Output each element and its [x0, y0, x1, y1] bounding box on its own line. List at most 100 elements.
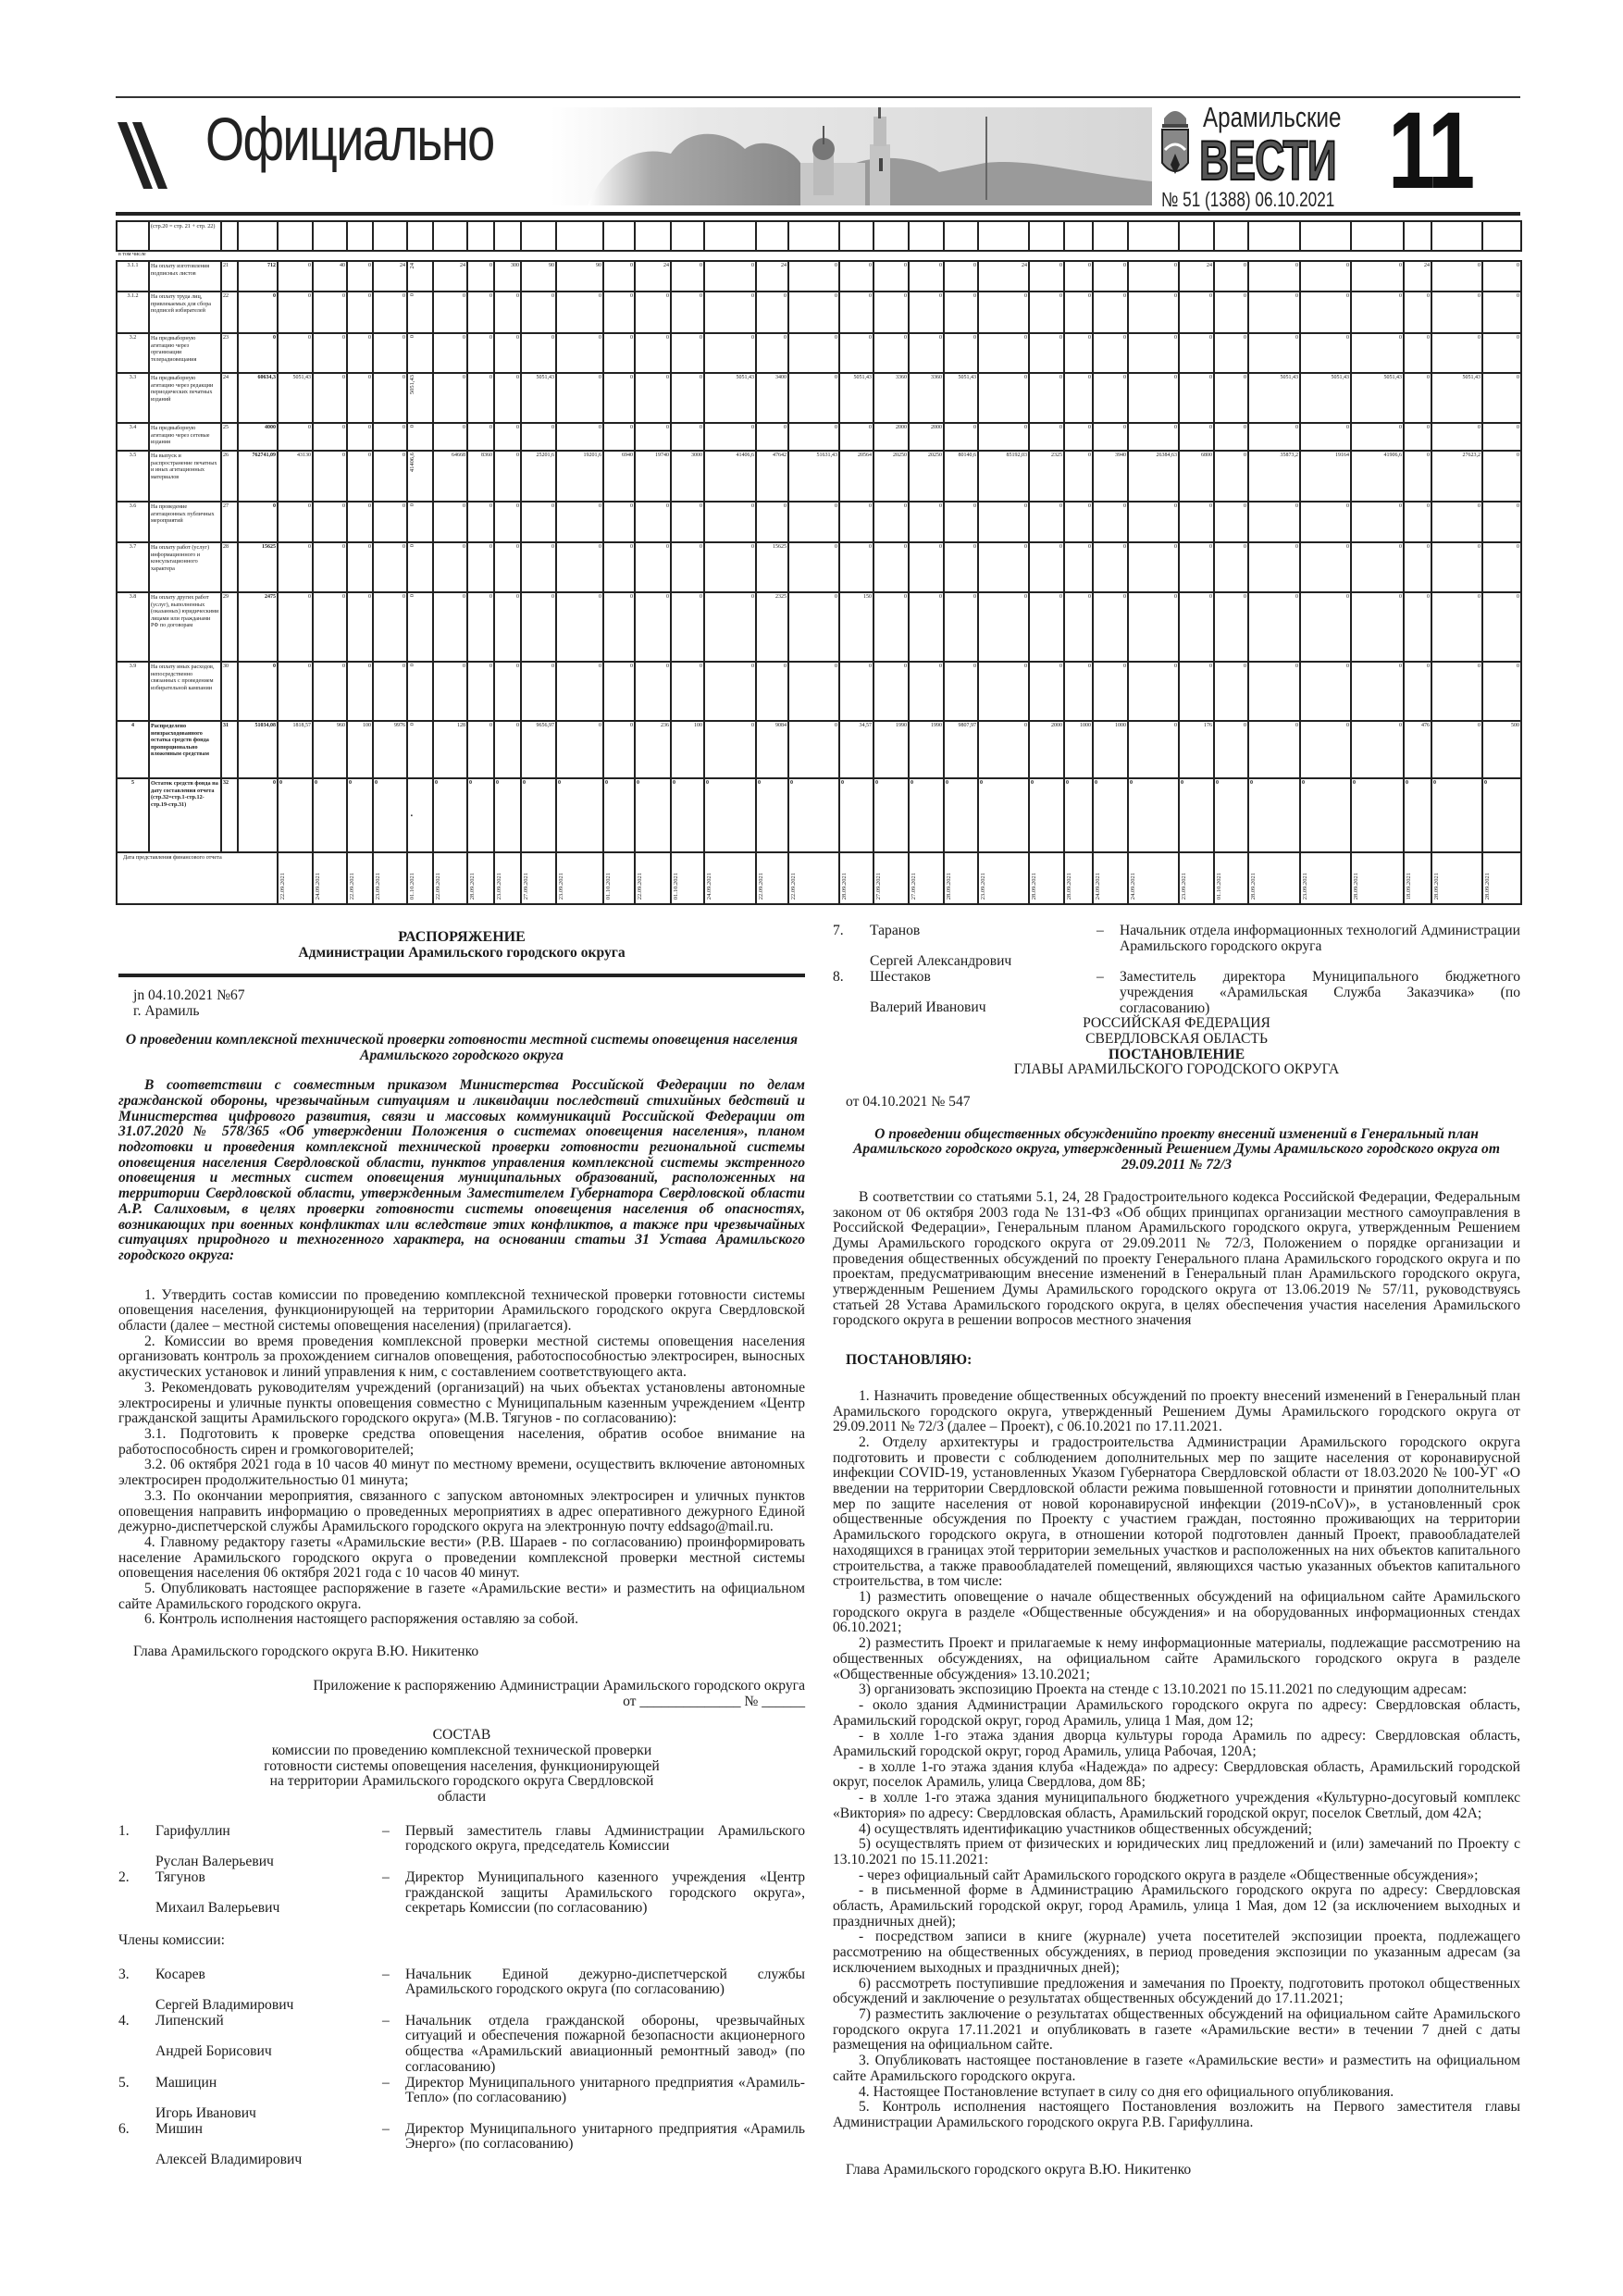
row-total: 0 — [237, 501, 279, 543]
table-cell: 0 — [943, 661, 979, 722]
report-date-cell: 27.09.2021 — [873, 851, 910, 905]
table-cell: 0 — [1028, 541, 1065, 593]
table-cell: 64668 — [432, 450, 468, 503]
table-row: 3.4 На предвыборную агитацию через сетевы… — [116, 422, 1522, 452]
section-slashes-icon — [118, 122, 167, 189]
member-dash: – — [382, 2012, 390, 2029]
row-total: 712 — [237, 260, 279, 292]
report-date: 01.10.2021 — [1216, 873, 1222, 900]
table-cell: 0 — [1350, 720, 1405, 779]
row-total: 2475 — [237, 591, 279, 663]
paragraph: 3.2. 06 октября 2021 года в 10 часов 40 … — [118, 1457, 805, 1489]
cell-value: 0 — [409, 425, 415, 428]
table-cell: 0 — [372, 501, 408, 543]
table-cell: 0 — [1028, 661, 1065, 722]
table-cell: 0 — [1028, 777, 1065, 853]
table-cell: 1000 — [1092, 720, 1129, 779]
cell-value: 5051,43 — [409, 375, 415, 395]
table-cell: 0 — [873, 332, 910, 374]
commission-member: 4. Липенский Андрей Борисович – Начальник от… — [118, 2012, 805, 2076]
commission-member: 6. Мишин Алексей Владимирович – Директор Мун… — [118, 2121, 805, 2168]
table-cell: 1000 — [1063, 720, 1094, 779]
report-date-cell: 28.09.2021 — [1247, 851, 1301, 905]
table-cell: 0 — [1350, 332, 1405, 374]
table-cell: 24 — [634, 260, 672, 292]
table-cell: 0 — [703, 661, 757, 722]
table-cell: 0 — [520, 661, 557, 722]
row-label: (стр.20 = стр. 21 + стр. 22) — [148, 220, 222, 252]
report-date: 01.10.2021 — [673, 873, 679, 900]
row-line-number: 22 — [220, 291, 239, 334]
member-role: Директор Муниципального казенного учрежд… — [405, 1868, 805, 1917]
paragraph: - в письменной форме в Администрацию Ара… — [833, 1882, 1520, 1930]
table-cell: 0 — [1350, 422, 1405, 452]
table-cell: 0 — [634, 541, 672, 593]
table-cell: 0 — [1213, 777, 1249, 853]
report-date: 22.09.2021 — [790, 873, 797, 900]
row-line-number: 23 — [220, 332, 239, 374]
table-cell: 0 — [466, 501, 495, 543]
report-date-cell: 28.09.2021 — [466, 851, 495, 905]
table-row: (стр.20 = стр. 21 + стр. 22) — [116, 220, 1522, 252]
order-column: РАСПОРЯЖЕНИЕ Администрации Арамильского … — [118, 929, 805, 2168]
table-cell: 3360 — [908, 372, 945, 424]
resolution-header-line: РОССИЙСКАЯ ФЕДЕРАЦИЯ — [1083, 1015, 1270, 1032]
report-date-cell: 23.09.2021 — [372, 851, 408, 905]
table-cell: 476 — [1403, 720, 1432, 779]
table-cell: 0 — [838, 291, 874, 334]
table-cell: 5051,43 — [703, 372, 757, 424]
paragraph: 3.3. По окончании мероприятия, связанног… — [118, 1487, 805, 1535]
table-cell: 176 — [1178, 720, 1215, 779]
table-cell: 0 — [1431, 661, 1483, 722]
member-name-block: Шестаков Валерий Иванович — [870, 969, 1096, 1016]
report-date-cell: 22.09.2021 — [277, 851, 314, 905]
table-cell: 0 — [1213, 501, 1249, 543]
table-cell — [1431, 220, 1483, 252]
table-cell: 0 — [703, 291, 757, 334]
report-date-cell: 28.09.2021 — [1028, 851, 1065, 905]
table-cell: 0 — [432, 591, 468, 663]
row-label: На предвыборную агитацию через организац… — [148, 332, 222, 374]
report-date: 28.09.2021 — [1066, 873, 1072, 900]
table-cell: 0 — [838, 332, 874, 374]
table-cell: 0 — [634, 777, 672, 853]
row-total: 762741,09 — [237, 450, 279, 503]
table-cell: 0 — [372, 422, 408, 452]
table-cell: 0 — [977, 777, 1030, 853]
table-cell: 0 — [432, 372, 468, 424]
paragraph: 3. Рекомендовать руководителям учреждени… — [118, 1379, 805, 1427]
table-cell: 0 — [555, 501, 604, 543]
row-total: 0 — [237, 332, 279, 374]
table-cell: 20564 — [838, 450, 874, 503]
report-date: 22.09.2021 — [435, 873, 441, 900]
paragraph: 7) разместить заключение о результатах о… — [833, 2005, 1520, 2054]
table-row: 3.1.1 На оплату изготовления подписных ли… — [116, 260, 1522, 292]
table-cell — [432, 220, 468, 252]
member-name-block: Гарифуллин Руслан Валерьевич — [155, 1823, 382, 1870]
table-cell: 0 — [1403, 541, 1432, 593]
report-date: 24.09.2021 — [315, 873, 321, 900]
table-cell: 0 — [432, 777, 468, 853]
order-title: РАСПОРЯЖЕНИЕ — [398, 929, 526, 945]
row-line-number: 32 — [220, 777, 239, 853]
table-cell: 0 — [1178, 541, 1215, 593]
table-cell: 0 — [670, 501, 705, 543]
table-cell: 0 — [1431, 422, 1483, 452]
member-number: 4. — [118, 2012, 130, 2029]
table-cell: 0 — [277, 501, 314, 543]
table-cell: 0 — [908, 260, 945, 292]
member-name-block: Мишин Алексей Владимирович — [155, 2121, 382, 2168]
report-date: 23.09.2021 — [1302, 873, 1308, 900]
table-cell: 0 — [977, 591, 1030, 663]
table-cell: 0 — [1092, 541, 1129, 593]
cell-value: 41406,6 — [409, 453, 415, 473]
table-cell: 0 — [1481, 541, 1522, 593]
table-cell: 0 — [1028, 332, 1065, 374]
table-cell: 0 — [670, 777, 705, 853]
cell-value: 0 — [409, 594, 415, 598]
report-date-cell: 24.09.2021 — [1092, 851, 1129, 905]
table-cell: 0 — [1092, 501, 1129, 543]
member-dash: – — [1096, 969, 1104, 986]
report-date-cell: 28.09.2021 — [943, 851, 979, 905]
table-cell: 0 — [670, 260, 705, 292]
